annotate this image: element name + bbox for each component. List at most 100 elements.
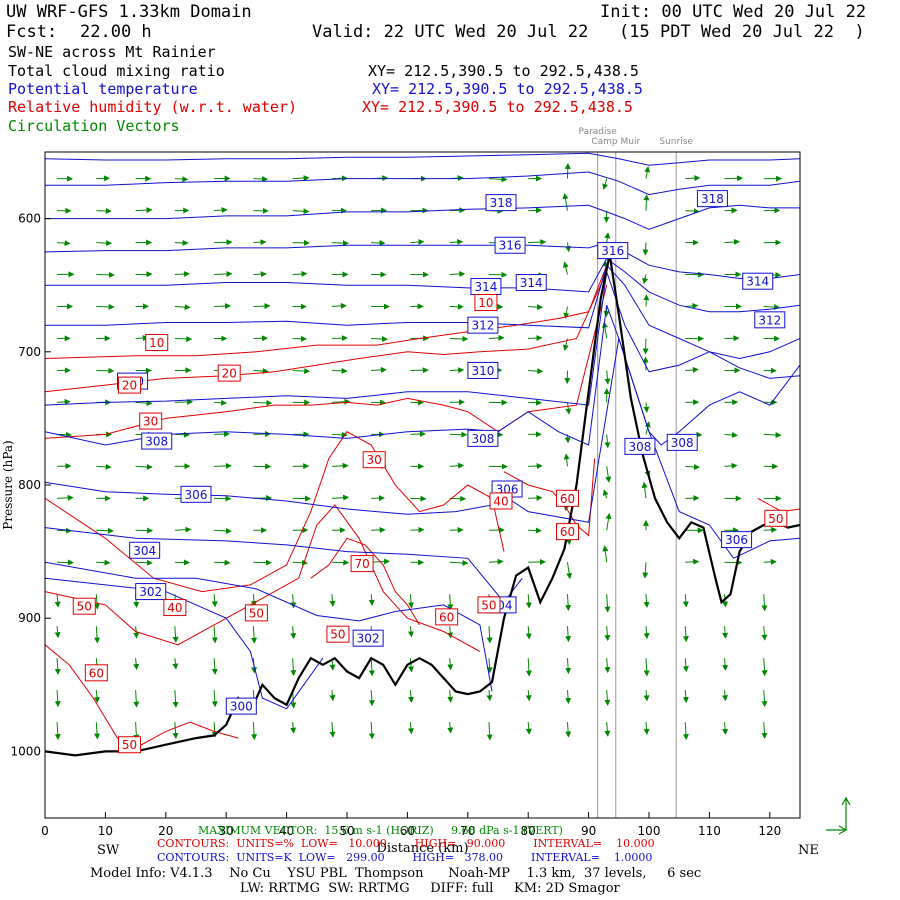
vector-arrow bbox=[174, 304, 191, 311]
x-tick-label-4: 40 bbox=[279, 824, 294, 838]
contour-label-16: 318 bbox=[701, 192, 724, 206]
vector-arrow bbox=[566, 562, 573, 580]
vector-arrow bbox=[602, 321, 608, 339]
vector-arrow bbox=[253, 239, 267, 246]
vector-arrow bbox=[604, 658, 611, 674]
vector-arrow bbox=[604, 626, 611, 642]
vector-arrow bbox=[292, 270, 308, 277]
contour-label-40: 60 bbox=[560, 525, 575, 539]
contour-label-box-13 bbox=[225, 697, 257, 715]
contour-label-box-27 bbox=[139, 412, 163, 430]
vector-arrow bbox=[685, 208, 700, 215]
axes: 0 10 20 30 40 50 60 70 80 90 100 110 120 600 700 800 900… bbox=[1, 212, 781, 856]
model-title: UW WRF-GFS 1.33km Domain bbox=[6, 2, 252, 22]
vector-arrow bbox=[525, 690, 532, 702]
contour-label-box-21 bbox=[721, 531, 753, 549]
contour-label-box-16 bbox=[696, 190, 728, 208]
vector-arrow bbox=[604, 232, 611, 243]
vector-arrow bbox=[96, 527, 114, 534]
contour-label-11: 302 bbox=[139, 585, 162, 599]
series-line-11 bbox=[45, 171, 800, 196]
contour-label-30: 40 bbox=[493, 494, 508, 508]
series-line-21 bbox=[757, 497, 800, 513]
series-line-14 bbox=[45, 271, 608, 393]
vector-arrow bbox=[290, 722, 297, 734]
contour-label-box-5 bbox=[467, 361, 499, 379]
vector-arrow bbox=[724, 238, 740, 245]
vector-arrow bbox=[722, 722, 729, 735]
vector-arrow bbox=[605, 512, 612, 531]
contour-label-box-0 bbox=[485, 194, 517, 212]
contour-label-box-17 bbox=[742, 272, 774, 290]
x-tick-label-0: 0 bbox=[41, 824, 49, 838]
vector-arrow bbox=[761, 594, 768, 612]
vector-arrow bbox=[722, 626, 729, 639]
vector-arrow bbox=[54, 722, 61, 741]
vector-arrow bbox=[172, 658, 179, 670]
vector-arrow bbox=[54, 658, 61, 675]
vector-arrow bbox=[135, 559, 153, 566]
contour-label-24: 10 bbox=[478, 296, 493, 310]
vector-arrow bbox=[563, 453, 570, 467]
vector-arrow bbox=[371, 526, 386, 533]
vector-arrow bbox=[488, 176, 508, 183]
contour-label-box-24 bbox=[474, 294, 498, 312]
contour-label-box-23 bbox=[145, 333, 169, 351]
vector-arrow bbox=[447, 626, 454, 639]
vector-arrow bbox=[604, 722, 611, 737]
contour-label-38: 60 bbox=[439, 610, 454, 624]
vector-arrow bbox=[292, 208, 310, 215]
x-tick-label-7: 70 bbox=[460, 824, 475, 838]
series-line-3 bbox=[45, 527, 523, 604]
vector-arrow bbox=[57, 240, 71, 247]
vector-arrow bbox=[292, 559, 309, 566]
vector-arrow bbox=[253, 303, 271, 310]
vector-arrow bbox=[641, 481, 648, 499]
series-line-17 bbox=[45, 504, 481, 652]
vector-arrow bbox=[488, 558, 504, 565]
vector-arrow bbox=[449, 239, 464, 245]
vector-arrow bbox=[331, 240, 349, 247]
vector-arrow bbox=[488, 334, 505, 341]
vector-arrow bbox=[486, 690, 493, 702]
vector-arrow bbox=[682, 690, 689, 704]
vector-arrow bbox=[724, 431, 738, 438]
vector-arrow bbox=[410, 495, 427, 502]
potential-temperature-contours bbox=[45, 152, 800, 710]
vector-arrow bbox=[449, 367, 465, 374]
contour-label-box-32 bbox=[244, 604, 268, 622]
contour-label-box-41 bbox=[350, 555, 374, 573]
y-tick-label-1: 700 bbox=[18, 345, 41, 359]
contour-label-3: 314 bbox=[520, 276, 543, 290]
vector-arrow bbox=[447, 690, 454, 703]
series-line-12 bbox=[45, 152, 800, 166]
vector-arrow bbox=[724, 175, 744, 182]
contour-label-23: 10 bbox=[149, 336, 164, 350]
vector-arrow bbox=[682, 658, 689, 673]
vector-arrow bbox=[94, 722, 101, 740]
series-line-7 bbox=[45, 264, 800, 360]
vector-arrow bbox=[211, 658, 218, 675]
vector-arrow bbox=[447, 658, 454, 671]
vector-arrow bbox=[447, 594, 454, 611]
contour-label-39: 60 bbox=[560, 492, 575, 506]
field-relative-humidity: Relative humidity (w.r.t. water) bbox=[8, 98, 297, 116]
marker-label-2: Sunrise bbox=[659, 137, 693, 147]
vector-arrow bbox=[331, 175, 348, 182]
vector-arrow bbox=[135, 463, 153, 470]
vector-arrow bbox=[54, 594, 61, 608]
vector-arrow bbox=[94, 594, 100, 610]
vector-arrow bbox=[172, 722, 179, 740]
series-line-13 bbox=[45, 265, 608, 359]
contour-label-22: 316 bbox=[601, 244, 624, 258]
contour-label-box-10 bbox=[129, 541, 161, 559]
vector-arrow bbox=[525, 722, 532, 735]
series-line-16 bbox=[45, 431, 505, 593]
vector-arrow bbox=[331, 462, 349, 469]
vector-arrow bbox=[410, 431, 426, 438]
vector-arrow bbox=[211, 690, 218, 708]
contour-label-36: 50 bbox=[481, 598, 496, 612]
vector-arrow bbox=[449, 335, 469, 342]
